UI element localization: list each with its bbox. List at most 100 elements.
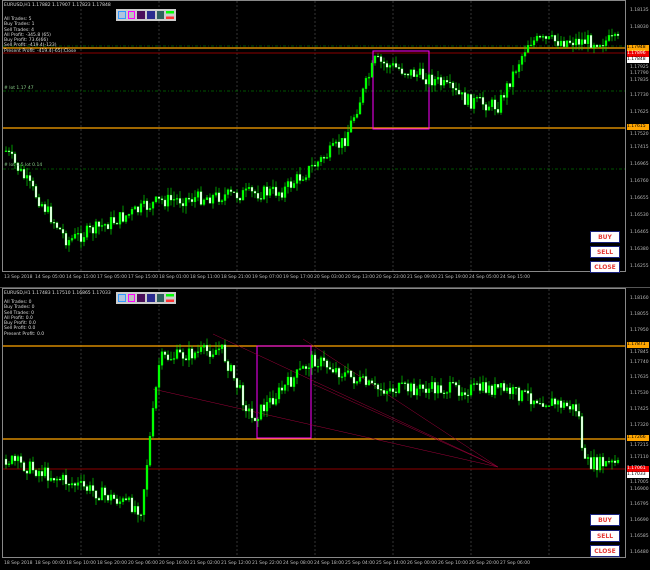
candle-body [553,35,557,42]
candle-body [253,417,257,422]
candle-body [70,238,74,241]
top-time-axis[interactable]: 13 Sep 2018 14 Sep 05:00 14 Sep 15:00 17 Se… [2,272,628,283]
candle-body [550,35,554,37]
top-chart-plot[interactable] [2,0,626,272]
candle-body [313,354,317,367]
time-tick: 25 Sep 14:00 [376,561,407,566]
candle-body [613,460,617,463]
candle-body [592,44,596,48]
candle-body [442,392,446,395]
color-toggle-icon[interactable] [166,11,175,19]
candle-body [526,45,530,53]
candle-body [22,462,26,472]
sell-button[interactable]: SELL [590,530,620,542]
candle-body [247,408,251,412]
top-chart-window[interactable]: EURUSD,H1 1.17882 1.17907 1.17823 1.1784… [0,0,650,285]
bottom-time-axis[interactable]: 18 Sep 2018 18 Sep 00:00 18 Sep 10:00 18 Se… [2,558,628,569]
candle-body [127,497,131,501]
candle-body [103,224,107,226]
top-price-scale[interactable]: 1.18135 1.18030 1.17925 1.17790 1.17835 1.177… [628,0,650,272]
range-box [256,345,312,439]
info-line: Sell Profit: 0.0 [4,326,36,332]
bottom-chart-window[interactable]: EURUSD,H1 1.17483 1.17510 1.16865 1.1703… [0,287,650,570]
palette-swatch[interactable] [118,294,126,302]
candle-body [538,35,542,38]
candle-body [223,194,227,201]
candle-body [463,392,467,396]
candle-body [172,358,176,360]
color-palette[interactable] [116,9,176,21]
candle-body [436,77,440,80]
candle-body [292,183,296,188]
candle-body [154,387,158,409]
candle-body [559,400,563,408]
sell-button[interactable]: SELL [590,246,620,258]
candle-body [604,461,608,467]
candle-body [61,474,65,481]
price-tick: 1.17835 [630,77,649,83]
buy-button[interactable]: BUY [590,231,620,243]
candle-body [325,157,329,159]
bottom-price-scale[interactable]: 1.18160 1.18055 1.17950 1.17845 1.17740 1.176… [628,288,650,558]
candle-body [430,382,434,389]
candle-body [250,186,254,192]
palette-swatch[interactable] [127,294,136,302]
bottom-symbol-header: EURUSD,H1 1.17483 1.17510 1.16865 1.1703… [4,291,111,296]
palette-swatch[interactable] [137,294,146,302]
info-line: Buy Trades: 1 [4,22,35,28]
palette-swatch[interactable] [156,11,165,19]
candle-body [574,38,578,46]
candle-body [136,506,140,515]
close-button[interactable]: CLOSE [590,261,620,273]
candle-body [265,186,269,196]
candle-body [217,348,221,351]
candle-body [592,457,596,470]
candle-body [568,40,572,44]
candle-body [514,387,518,389]
color-palette[interactable] [116,292,176,304]
candle-body [175,349,179,359]
info-line: Sell Trades: 0 [4,310,35,316]
candle-body [598,456,602,471]
candle-body [340,376,344,378]
color-toggle-icon[interactable] [166,294,175,302]
candle-body [109,494,113,501]
candle-body [565,40,569,47]
candle-body [298,368,302,370]
candle-body [448,81,452,84]
palette-swatch[interactable] [156,294,165,302]
time-tick: 20 Sep 03:00 [314,275,345,280]
candle-body [547,405,551,407]
candle-body [28,175,32,181]
candle-body [226,361,230,372]
bottom-chart-plot[interactable] [2,288,626,558]
candle-body [502,94,506,98]
time-tick: 21 Sep 12:00 [221,561,252,566]
candle-body [436,385,440,394]
close-button[interactable]: CLOSE [590,545,620,557]
palette-swatch[interactable] [118,11,126,19]
candle-body [340,138,344,148]
price-tick: 1.18160 [630,296,649,301]
candle-body [7,150,11,153]
candle-body [505,387,509,391]
candle-body [367,76,371,79]
palette-swatch[interactable] [127,11,136,19]
candle-body [517,64,521,72]
candle-body [598,45,602,48]
candle-body [328,367,332,370]
candle-body [376,55,380,58]
palette-swatch[interactable] [137,11,146,19]
trade-line [302,338,499,468]
buy-button[interactable]: BUY [590,514,620,526]
candle-body [112,494,116,499]
candle-body [265,402,269,412]
candle-body [304,366,308,369]
time-tick: 14 Sep 15:00 [66,275,97,280]
candle-body [535,35,539,41]
candle-body [220,344,224,349]
palette-swatch[interactable] [147,294,155,302]
candle-body [49,477,53,481]
palette-swatch[interactable] [147,11,155,19]
candle-body [502,383,506,391]
